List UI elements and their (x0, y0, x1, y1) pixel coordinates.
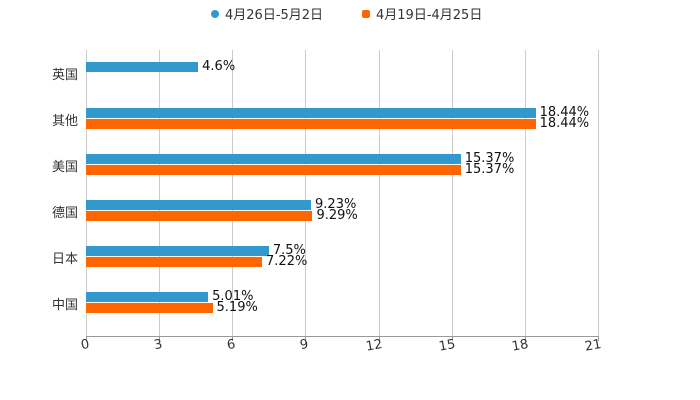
gridline (232, 50, 233, 336)
gridline (452, 50, 453, 336)
gridline (159, 50, 160, 336)
bar-value-label: 15.37% (464, 151, 515, 166)
bar-series-2[interactable] (86, 303, 213, 313)
bar-series-1[interactable] (86, 154, 461, 164)
bar-value-label: 4.6% (202, 59, 236, 74)
bar-value-label: 7.22% (266, 254, 308, 269)
legend-circle-icon (211, 9, 219, 18)
category-label: 德国 (51, 206, 78, 221)
gridline (305, 50, 306, 336)
category-label: 中国 (51, 298, 78, 313)
bar-series-2[interactable] (86, 257, 263, 267)
x-tick (525, 336, 526, 341)
gridline (379, 50, 380, 336)
category-label: 英国 (51, 68, 78, 83)
x-tick-label: 18 (510, 337, 530, 355)
legend-label: 4月26日-5月2日 (225, 8, 324, 23)
x-tick-label: 12 (364, 337, 384, 355)
x-tick (379, 336, 380, 341)
category-label: 美国 (51, 160, 78, 175)
chart-legend: 4月26日-5月2日 4月19日-4月25日 (0, 4, 700, 24)
x-tick-label: 0 (79, 337, 91, 354)
x-tick (159, 336, 160, 341)
bar-value-label: 9.29% (316, 208, 358, 223)
legend-item-series-2[interactable]: 4月19日-4月25日 (362, 4, 482, 23)
x-tick-label: 21 (583, 337, 603, 355)
category-label: 日本 (51, 252, 78, 267)
bar-value-label: 18.44% (539, 105, 590, 120)
legend-label: 4月19日-4月25日 (376, 8, 483, 23)
gridline (598, 50, 599, 336)
x-tick-label: 15 (437, 337, 457, 355)
bar-series-2[interactable] (86, 165, 461, 175)
bar-value-label: 5.01% (212, 289, 254, 304)
x-tick (86, 336, 87, 341)
x-tick-label: 9 (298, 337, 310, 354)
x-tick-label: 6 (225, 337, 237, 354)
legend-item-series-1[interactable]: 4月26日-5月2日 (211, 4, 323, 23)
x-tick (305, 336, 306, 341)
x-tick (232, 336, 233, 341)
x-tick-label: 3 (152, 337, 164, 354)
bar-series-2[interactable] (86, 211, 313, 221)
gridline (86, 50, 87, 336)
x-tick (598, 336, 599, 341)
bar-value-label: 5.19% (216, 300, 258, 315)
bar-series-2[interactable] (86, 119, 536, 129)
x-tick (452, 336, 453, 341)
x-axis-line (86, 336, 599, 337)
bar-series-1[interactable] (86, 200, 312, 210)
bar-value-label: 9.23% (315, 197, 357, 212)
bar-series-1[interactable] (86, 108, 536, 118)
bar-value-label: 7.5% (272, 243, 306, 258)
bar-series-1[interactable] (86, 246, 269, 256)
gridline (525, 50, 526, 336)
bar-series-1[interactable] (86, 292, 209, 302)
bar-series-1[interactable] (86, 62, 199, 72)
category-label: 其他 (51, 114, 78, 129)
legend-square-icon (362, 9, 370, 18)
bar-value-label: 18.44% (539, 116, 590, 131)
bar-value-label: 15.37% (464, 162, 515, 177)
